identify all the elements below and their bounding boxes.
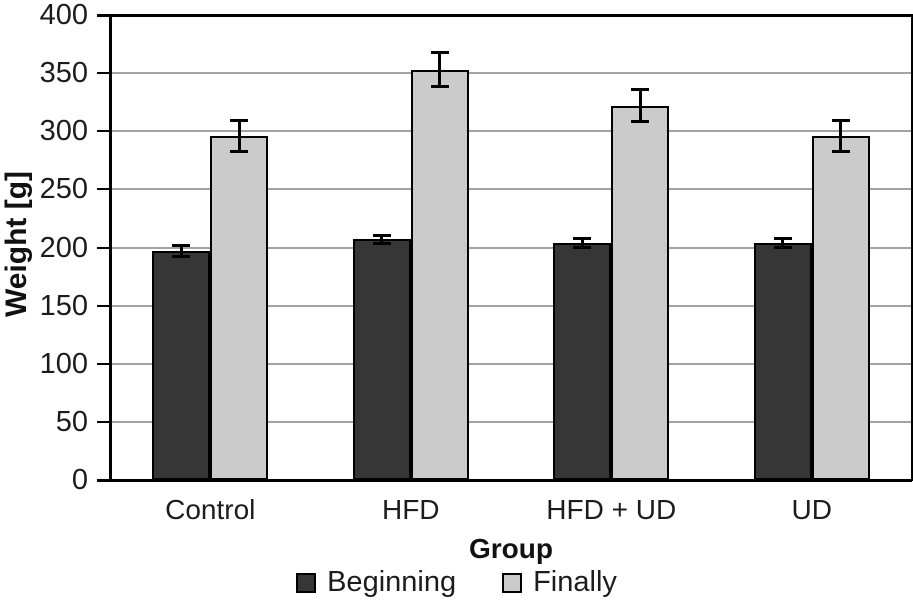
- legend-item-beginning: Beginning: [296, 566, 456, 599]
- y-axis-tick: [97, 72, 110, 75]
- error-bar-cap-top: [573, 237, 592, 241]
- x-axis-line: [97, 479, 912, 482]
- bar-finally: [210, 135, 269, 480]
- y-tick-label: 100: [39, 347, 88, 380]
- x-tick-label: Control: [165, 494, 256, 525]
- error-bar-cap-bottom: [372, 242, 391, 245]
- error-bar-line: [438, 52, 442, 88]
- bar-finally: [611, 105, 670, 480]
- y-tick-label: 0: [71, 464, 88, 496]
- error-bar-cap-bottom: [230, 150, 249, 154]
- error-bar-cap-bottom: [631, 119, 650, 123]
- y-tick-label: 150: [39, 289, 88, 322]
- error-bar-cap-top: [631, 88, 650, 92]
- x-tick-label: HFD + UD: [546, 494, 677, 525]
- gridline: [110, 362, 912, 365]
- error-bar-line: [781, 238, 785, 248]
- x-tick-label: HFD: [381, 494, 440, 525]
- y-tick-label: 200: [39, 231, 88, 264]
- error-bar-cap-top: [230, 118, 249, 122]
- error-bar-cap-bottom: [430, 85, 449, 89]
- legend: Beginning Finally: [0, 566, 913, 599]
- gridline: [110, 72, 912, 75]
- error-bar-line: [638, 89, 642, 122]
- gridline: [110, 304, 912, 307]
- y-axis-tick: [97, 304, 110, 307]
- error-bar-cap-top: [773, 237, 792, 241]
- legend-item-finally: Finally: [502, 566, 617, 599]
- legend-label: Beginning: [327, 566, 457, 598]
- error-bar-cap-top: [430, 51, 449, 55]
- y-tick-label: 400: [39, 0, 88, 31]
- y-axis-tick: [97, 130, 110, 133]
- bar-beginning: [152, 250, 211, 480]
- y-tick-label: 300: [39, 115, 88, 148]
- y-axis-tick: [97, 362, 110, 365]
- bar-finally: [410, 69, 469, 480]
- legend-swatch-finally: [502, 572, 523, 593]
- error-bar-cap-bottom: [773, 245, 792, 249]
- error-bar-cap-top: [172, 244, 191, 248]
- legend-swatch-beginning: [296, 572, 317, 593]
- bar-finally: [811, 135, 870, 480]
- y-axis-tick: [97, 246, 110, 249]
- error-bar-cap-bottom: [573, 245, 592, 249]
- gridline: [110, 188, 912, 191]
- error-bar-line: [179, 245, 183, 257]
- error-bar-cap-bottom: [831, 150, 850, 154]
- plot-right-border: [910, 14, 913, 481]
- error-bar-line: [580, 238, 584, 248]
- y-axis-line: [108, 14, 112, 481]
- y-axis-tick: [97, 188, 110, 191]
- gridline: [110, 420, 912, 423]
- x-axis-title: Group: [469, 533, 553, 564]
- error-bar-cap-bottom: [172, 254, 191, 258]
- error-bar-line: [380, 234, 384, 244]
- gridline: [110, 246, 912, 249]
- legend-label: Finally: [533, 566, 617, 598]
- bar-beginning: [753, 242, 812, 480]
- plot-top-line: [97, 14, 912, 17]
- error-bar-cap-top: [372, 233, 391, 237]
- y-axis-tick: [97, 420, 110, 423]
- gridline: [110, 130, 912, 133]
- x-tick-label: UD: [791, 494, 832, 525]
- bar-beginning: [352, 239, 411, 480]
- error-bar-cap-top: [831, 118, 850, 122]
- y-tick-label: 50: [55, 405, 88, 438]
- y-tick-label: 350: [39, 57, 88, 90]
- error-bar-line: [839, 119, 843, 153]
- y-tick-label: 250: [39, 173, 88, 206]
- bar-beginning: [553, 242, 612, 480]
- error-bar-line: [237, 119, 241, 153]
